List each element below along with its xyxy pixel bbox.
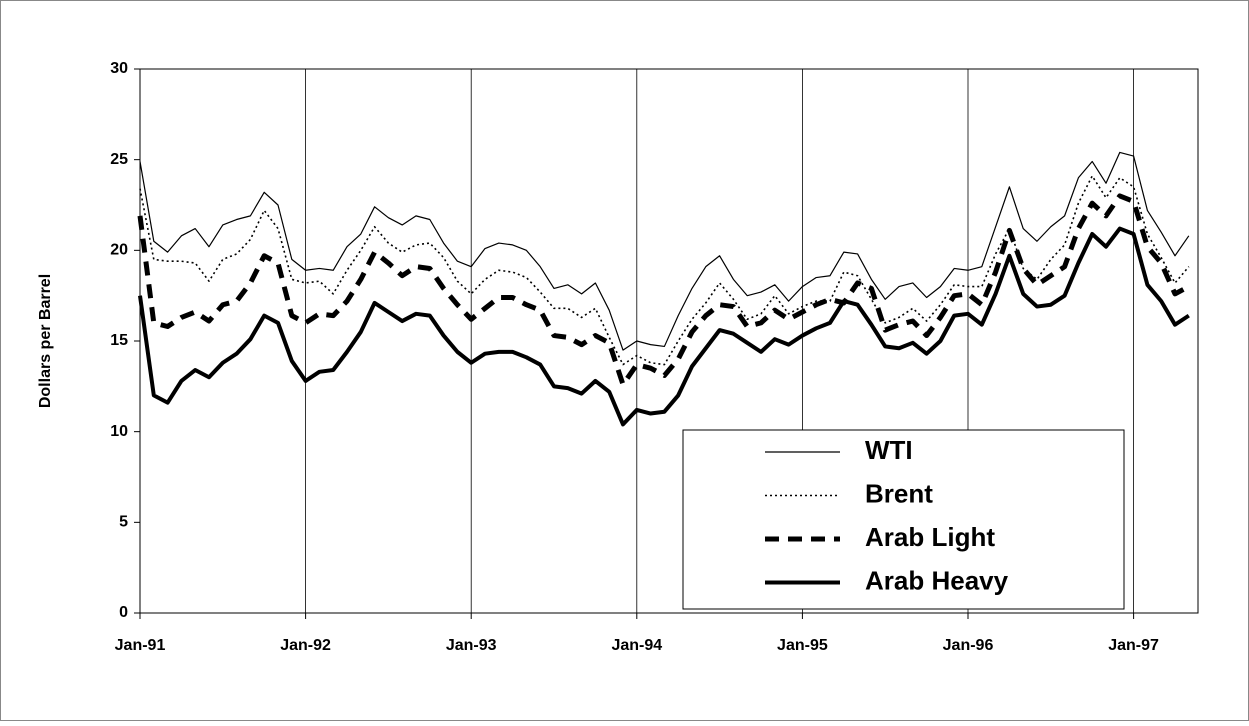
y-tick-label: 0 — [119, 604, 128, 621]
series-line — [137, 193, 1190, 388]
y-tick-label: 20 — [110, 242, 128, 259]
y-tick-label: 30 — [110, 60, 128, 77]
y-tick-label: 25 — [110, 151, 128, 168]
legend-box — [682, 429, 1125, 610]
x-tick-label: Jan-95 — [777, 637, 828, 654]
x-tick-label: Jan-91 — [115, 637, 166, 654]
series-line — [138, 226, 1190, 427]
legend-label: WTI — [865, 435, 913, 465]
series-line — [139, 175, 1190, 366]
y-tick-label: 15 — [110, 332, 128, 349]
legend-label: Arab Heavy — [865, 565, 1009, 595]
legend-label: Arab Light — [865, 522, 995, 552]
y-tick-label: 10 — [110, 423, 128, 440]
series-line — [139, 151, 1190, 351]
x-tick-label: Jan-96 — [943, 637, 994, 654]
y-tick-label: 5 — [119, 514, 128, 531]
legend-label: Brent — [865, 478, 933, 508]
y-axis-label: Dollars per Barrel — [37, 274, 54, 408]
x-tick-label: Jan-97 — [1108, 637, 1159, 654]
x-tick-label: Jan-92 — [280, 637, 331, 654]
x-tick-label: Jan-93 — [446, 637, 497, 654]
x-tick-label: Jan-94 — [611, 637, 662, 654]
